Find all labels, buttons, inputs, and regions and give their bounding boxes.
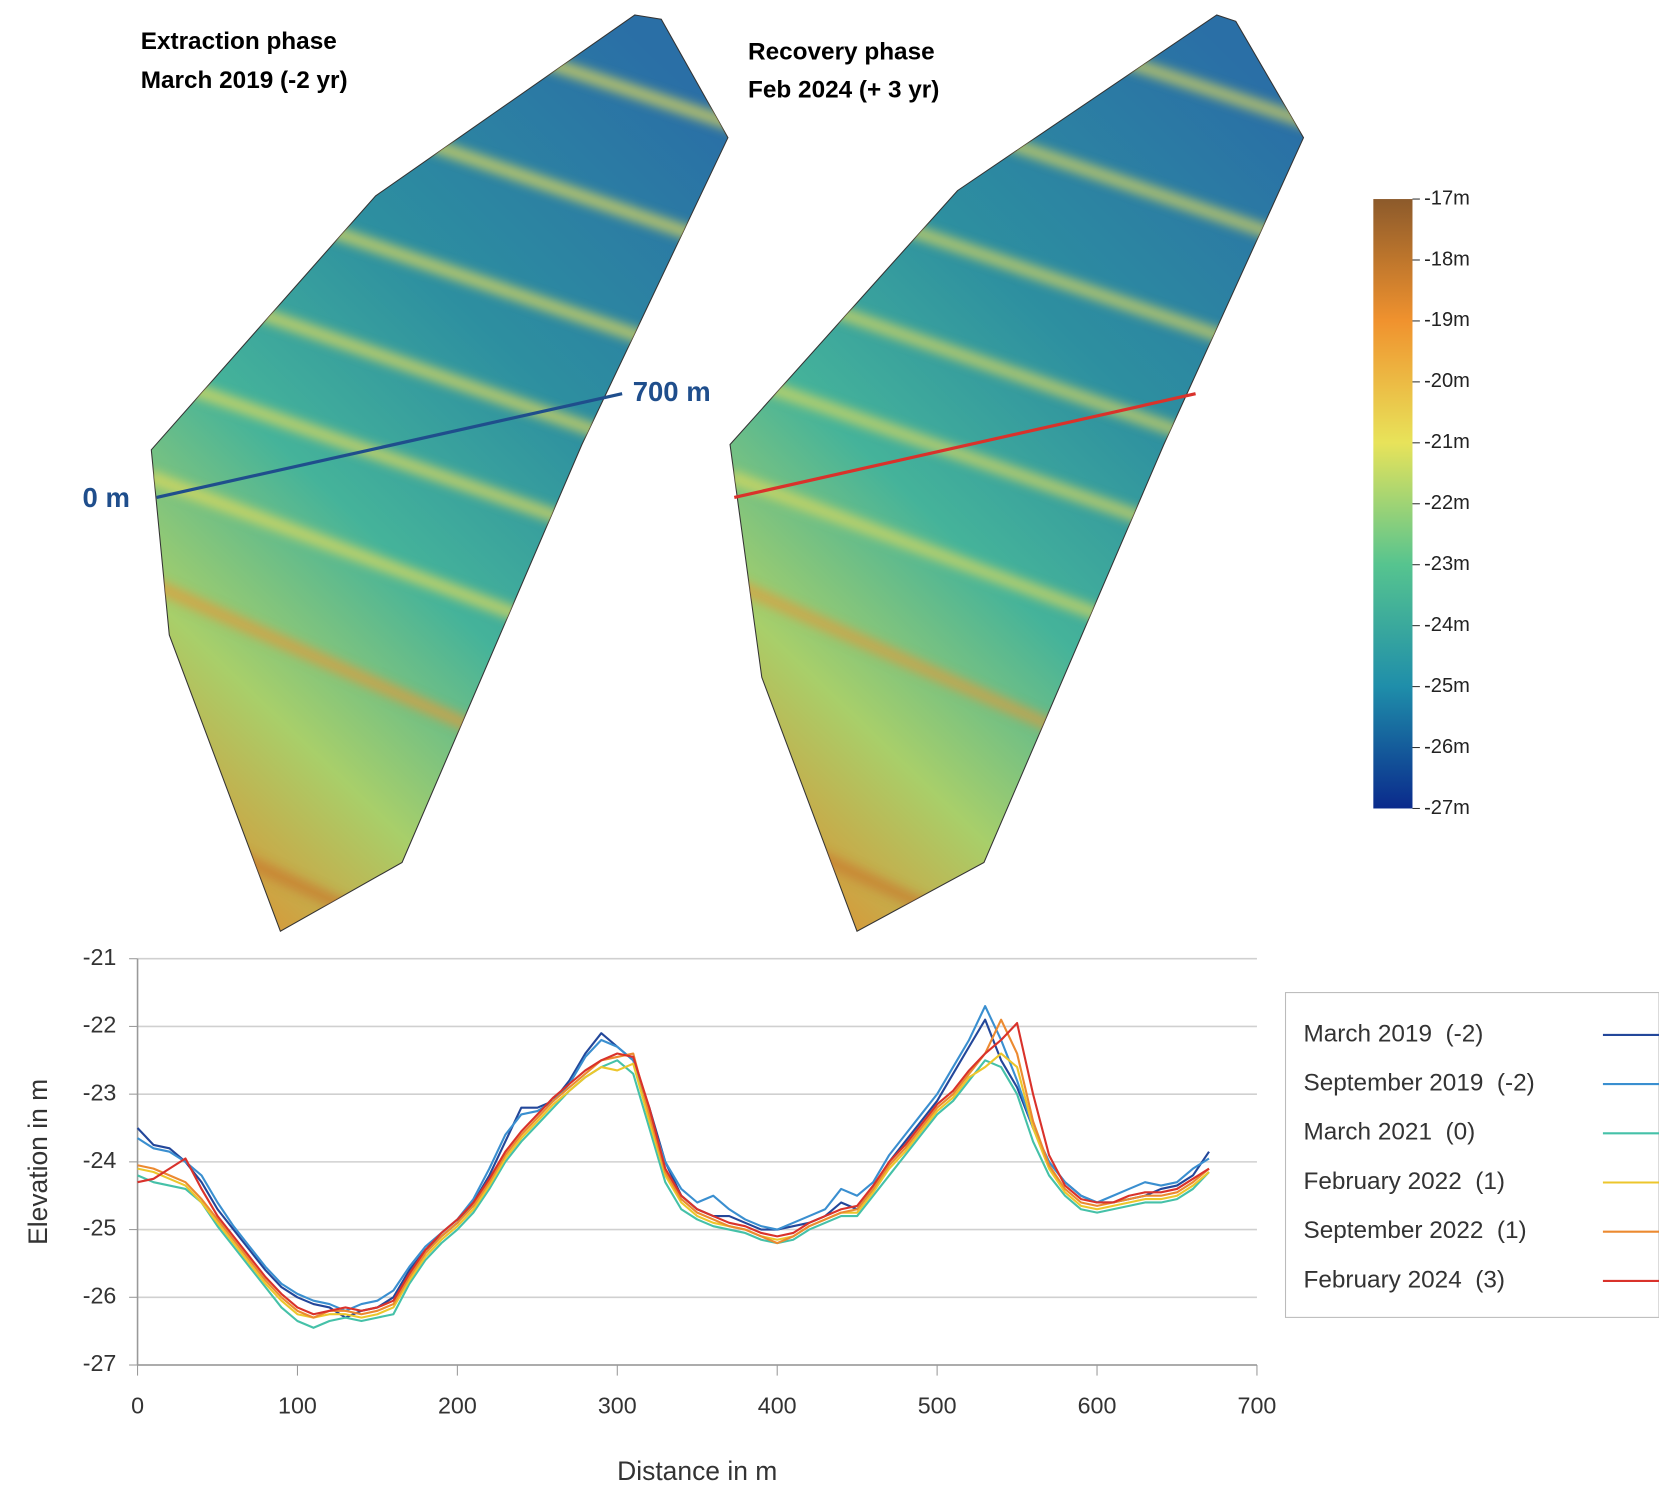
x-tick-label: 600 [1078,1392,1117,1418]
colorbar-label: -24m [1424,614,1470,636]
map-title: Recovery phase [748,38,935,65]
y-tick-label: -27 [83,1350,117,1376]
legend-label: September 2022 (1) [1304,1217,1527,1244]
legend-label: March 2021 (0) [1304,1119,1476,1146]
colorbar-label: -23m [1424,553,1470,575]
x-tick-label: 500 [918,1392,957,1418]
colorbar-label: -27m [1424,797,1470,819]
colorbar-label: -20m [1424,370,1470,392]
y-axis-title: Elevation in m [23,1079,53,1245]
colorbar-label: -18m [1424,248,1470,270]
y-tick-label: -24 [83,1147,117,1173]
series-line [137,1018,1210,1319]
y-tick-label: -23 [83,1079,117,1105]
transect [156,392,623,499]
legend-label: February 2022 (1) [1304,1168,1505,1195]
legend-label: September 2019 (-2) [1304,1070,1535,1097]
legend-box [1284,992,1659,1318]
y-tick-label: -26 [83,1282,117,1308]
x-tick-label: 700 [1238,1392,1277,1418]
transect-label: 0 m [83,482,130,513]
series-line [137,1021,1210,1316]
y-tick-label: -22 [83,1012,117,1038]
colorbar-label: -26m [1424,736,1470,758]
transect-label: 700 m [633,376,711,407]
map-title: March 2019 (-2 yr) [141,67,348,94]
x-tick-label: 0 [131,1392,144,1418]
colorbar-label: -19m [1424,309,1470,331]
map-title: Feb 2024 (+ 3 yr) [748,77,939,104]
x-tick-label: 400 [758,1392,797,1418]
map-extraction: Extraction phase March 2019 (-2 yr) 0 m … [83,14,729,932]
colorbar [1373,199,1413,809]
map-title: Extraction phase [141,28,337,55]
series-line [137,1059,1210,1329]
x-tick-label: 200 [438,1392,477,1418]
colorbar-label: -22m [1424,492,1470,514]
x-tick-label: 100 [278,1392,317,1418]
legend-label: February 2024 (3) [1304,1266,1505,1293]
transect [733,392,1196,499]
colorbar-label: -25m [1424,675,1470,697]
x-axis-title: Distance in m [617,1456,777,1486]
colorbar-label: -21m [1424,431,1470,453]
legend-label: March 2019 (-2) [1304,1020,1484,1047]
x-tick-label: 300 [598,1392,637,1418]
y-tick-label: -25 [83,1215,117,1241]
series-line [136,1005,1210,1312]
y-tick-label: -21 [83,944,117,970]
map-recovery: Recovery phase Feb 2024 (+ 3 yr) [729,14,1305,932]
colorbar-label: -17m [1424,187,1470,209]
